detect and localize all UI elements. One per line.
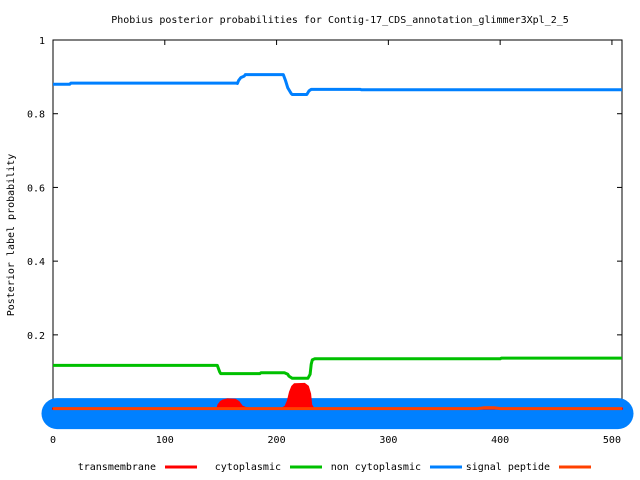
y-axis-label: Posterior label probability <box>6 154 17 317</box>
chart-title: Phobius posterior probabilities for Cont… <box>111 15 569 26</box>
y-tick-label: 0.8 <box>27 110 45 121</box>
series-signal-peptide <box>53 406 622 411</box>
legend-label: cytoplasmic <box>215 462 281 473</box>
x-tick-label: 400 <box>491 435 509 446</box>
plot-area: 0.2 0.4 0.6 0.8 1 0 100 200 300 400 500 <box>27 36 634 446</box>
x-tick-label: 300 <box>379 435 397 446</box>
y-tick-label: 1 <box>39 36 45 47</box>
legend: transmembrane cytoplasmic non cytoplasmic s… <box>78 462 591 473</box>
legend-label: transmembrane <box>78 462 156 473</box>
x-tick-label: 500 <box>603 435 621 446</box>
y-tick-label: 0.2 <box>27 331 45 342</box>
legend-label: signal peptide <box>466 462 550 473</box>
x-tick-label: 200 <box>268 435 286 446</box>
plot-frame <box>52 39 623 428</box>
legend-label: non cytoplasmic <box>331 462 421 473</box>
series-non-cytoplasmic <box>53 73 622 96</box>
x-tick-label: 100 <box>156 435 174 446</box>
x-tick-label: 0 <box>50 435 56 446</box>
y-tick-label: 0.4 <box>27 257 45 268</box>
series-cytoplasmic <box>53 356 622 380</box>
y-tick-label: 0.6 <box>27 183 45 194</box>
